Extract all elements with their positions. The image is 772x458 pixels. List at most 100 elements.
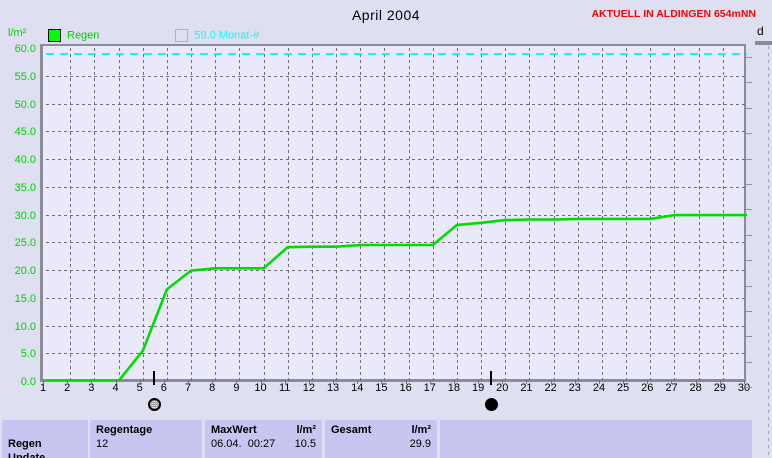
adjacent-panel-tick: [746, 107, 752, 109]
rain-legend-swatch-icon: [48, 29, 61, 42]
adjacent-panel-tick: [746, 311, 752, 312]
gridline-v: [288, 48, 289, 381]
adjacent-panel-tick: [746, 57, 752, 58]
x-axis-tick: [478, 380, 479, 384]
y-tick-label: 35.0: [14, 181, 36, 194]
gridline-v: [481, 48, 482, 381]
x-tick-label: 19: [471, 382, 485, 394]
gridline-v: [409, 48, 410, 381]
x-tick-label: 18: [447, 382, 461, 394]
new-moon-tick: [490, 371, 493, 385]
adjacent-panel-gridline: [768, 46, 769, 458]
gridline-v: [360, 48, 361, 381]
gridline-h: [46, 242, 747, 244]
gridline-h: [46, 131, 747, 133]
x-axis-tick: [91, 380, 92, 384]
x-tick-label: 15: [375, 382, 388, 394]
gridline-v: [143, 48, 144, 381]
gridline-h: [46, 103, 747, 105]
x-axis-tick: [502, 380, 503, 384]
y-tick-label: 60.0: [14, 43, 36, 55]
x-axis-tick: [236, 380, 237, 384]
gridline-h: [46, 186, 747, 188]
gridline-v: [384, 48, 385, 381]
x-tick-label: 10: [254, 382, 267, 394]
update-row-label: Update: [8, 452, 46, 458]
gridline-v: [167, 48, 168, 381]
x-tick-label: 8: [209, 382, 216, 394]
max-value-unit: l/m²: [296, 424, 316, 436]
gridline-h: [46, 159, 747, 160]
y-tick-label: 0.0: [20, 376, 36, 388]
x-axis-tick: [261, 380, 262, 384]
x-axis-tick: [671, 380, 672, 384]
gridline-v: [94, 48, 95, 381]
gridline-h: [46, 214, 747, 216]
x-tick-label: 28: [689, 382, 702, 394]
gridline-v: [239, 48, 240, 381]
adjacent-panel-tick: [746, 234, 752, 236]
gridline-h: [46, 353, 747, 355]
rain-legend-label: Regen: [67, 29, 100, 42]
gridline-v: [505, 48, 506, 381]
y-tick-label: 15.0: [14, 292, 36, 305]
adjacent-panel-tick: [746, 184, 752, 185]
adjacent-panel-label: d: [757, 24, 764, 38]
gridline-v: [529, 48, 530, 381]
gridline-v: [70, 48, 71, 381]
gridline-v: [602, 48, 603, 381]
x-axis-tick: [720, 380, 721, 384]
gridline-v: [312, 48, 313, 381]
adjacent-panel-tick: [746, 209, 752, 211]
rain-days-label: Regentage: [96, 424, 153, 436]
gridline-v: [554, 48, 555, 381]
full-moon-tick: [153, 371, 156, 385]
x-tick-label: 22: [544, 382, 557, 394]
x-tick-label: 23: [568, 382, 581, 394]
total-amount: 29.9: [409, 438, 431, 450]
y-tick-label: 10.0: [14, 320, 36, 333]
x-axis-tick: [212, 380, 213, 384]
full-moon-marker-icon: [147, 398, 161, 411]
gridline-v: [119, 48, 120, 381]
x-axis-tick: [357, 380, 358, 384]
x-axis-tick: [188, 380, 189, 384]
x-tick-label: 1: [39, 382, 47, 394]
x-tick-label: 16: [399, 382, 412, 394]
x-tick-label: 26: [641, 382, 654, 394]
x-axis-tick: [647, 380, 648, 384]
adjacent-panel-tick: [746, 133, 752, 135]
reference-legend-label: 59.0 Monat-#: [194, 29, 260, 42]
x-tick-label: 29: [713, 382, 726, 394]
page-title: April 2004: [351, 7, 421, 23]
gridline-v: [457, 48, 458, 381]
x-axis-tick: [744, 380, 745, 384]
adjacent-panel-tick: [746, 82, 752, 84]
y-tick-label: 30.0: [14, 209, 36, 222]
x-tick-label: 12: [302, 382, 316, 394]
gridline-v: [650, 48, 651, 381]
x-tick-label: 24: [592, 382, 606, 394]
plot-inner: [46, 48, 747, 381]
x-axis-tick: [381, 380, 382, 384]
x-axis-tick: [406, 380, 407, 384]
x-tick-label: 11: [279, 382, 291, 394]
x-tick-label: 9: [233, 382, 240, 394]
x-axis-tick: [526, 380, 527, 384]
y-tick-label: 20.0: [14, 265, 36, 277]
y-axis: 60.0 55.0 50.0 45.0 40.0 35.0 30.0 25.0 20.0 15.0…: [0, 0, 36, 400]
x-axis-tick: [551, 380, 552, 384]
x-tick-label: 3: [88, 382, 95, 394]
gridline-v: [578, 48, 579, 381]
summary-cell-maxvalue: MaxWert l/m² 06.04. 00:27 10.5: [205, 420, 322, 458]
summary-cell-rain: Regen Update: [2, 420, 88, 458]
max-value-label: MaxWert: [211, 424, 257, 436]
y-tick-label: 5.0: [20, 348, 36, 361]
y-tick-label: 55.0: [14, 70, 36, 83]
gridline-v: [264, 48, 265, 381]
x-axis-tick: [116, 380, 117, 384]
x-axis-tick: [454, 380, 455, 384]
x-tick-label: 14: [351, 382, 364, 394]
max-value-datetime: 06.04. 00:27: [211, 438, 276, 450]
